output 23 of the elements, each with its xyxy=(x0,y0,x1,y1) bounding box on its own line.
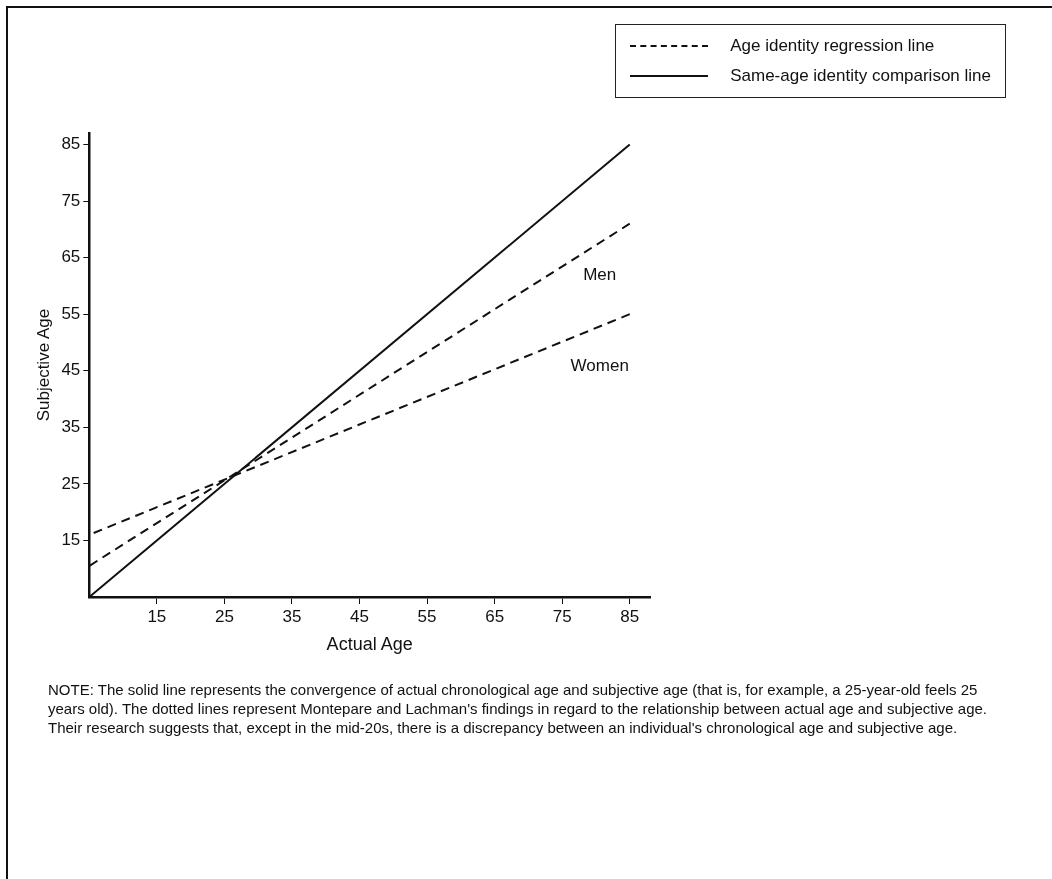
x-tick-label: 35 xyxy=(282,606,302,626)
y-tick-label: 55 xyxy=(61,303,81,323)
text: Age identity regression line xyxy=(730,36,935,56)
x-tick-label: 75 xyxy=(552,606,572,626)
y-axis-title: Subjective Age xyxy=(33,308,53,422)
legend-label: Same-age identity comparison line xyxy=(730,66,991,86)
text: NOTE: The solid line represents the convergence of actual chronological age and subjective age (that is, for example, a 25-year-old feels 25 years old). The dotted lines represent Montepare and Lachman's findings in regard to the relationship between actual age and subjective age. Their research suggests that, except in the mid-20s, there is a discrepancy between an individual's chronological age and subjective age. xyxy=(48,680,989,737)
series-label: Women xyxy=(570,355,629,375)
series-label: Men xyxy=(583,265,617,285)
y-tick-label: 15 xyxy=(61,530,81,550)
y-tick-label: 75 xyxy=(61,190,81,210)
y-tick-label: 25 xyxy=(61,473,81,493)
y-tick-label: 85 xyxy=(61,134,81,154)
x-tick-label: 45 xyxy=(350,606,369,626)
x-axis-title: Actual Age xyxy=(326,634,413,655)
x-tick-label: 85 xyxy=(620,606,640,626)
x-tick-label: 25 xyxy=(214,606,234,626)
y-tick-label: 65 xyxy=(61,247,81,267)
x-tick-label: 65 xyxy=(485,606,505,626)
x-tick-label: 15 xyxy=(147,606,167,626)
y-tick-label: 45 xyxy=(61,360,81,380)
y-tick-label: 35 xyxy=(61,417,81,436)
x-tick-label: 55 xyxy=(417,606,437,626)
